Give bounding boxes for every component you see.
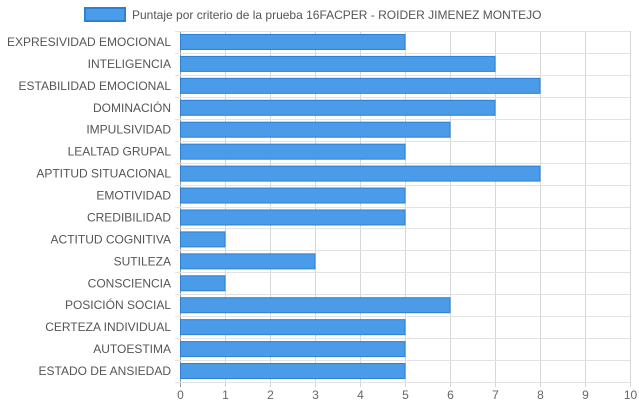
legend-swatch [84, 7, 126, 22]
category-label: DOMINACIÓN [93, 100, 171, 115]
x-tick-label: 2 [267, 388, 274, 402]
legend-label: Puntaje por criterio de la prueba 16FACP… [132, 8, 541, 22]
category-label: EXPRESIVIDAD EMOCIONAL [7, 35, 171, 49]
category-label: POSICIÓN SOCIAL [65, 297, 171, 312]
bar[interactable] [180, 187, 406, 204]
bar[interactable] [180, 165, 541, 182]
x-tick-label: 0 [177, 388, 184, 402]
bar[interactable] [180, 77, 541, 94]
category-label: INTELIGENCIA [88, 57, 171, 71]
category-label: LEALTAD GRUPAL [68, 145, 172, 159]
category-label: APTITUD SITUACIONAL [36, 167, 171, 181]
bar[interactable] [180, 209, 406, 226]
category-label: AUTOESTIMA [93, 342, 171, 356]
bar[interactable] [180, 121, 451, 138]
x-tick-label: 8 [537, 388, 544, 402]
category-label: CERTEZA INDIVIDUAL [45, 320, 171, 334]
bar[interactable] [180, 33, 406, 50]
x-tick-label: 3 [312, 388, 319, 402]
bar[interactable] [180, 363, 406, 380]
bar[interactable] [180, 297, 451, 314]
x-tick-label: 4 [357, 388, 364, 402]
category-label: IMPULSIVIDAD [86, 123, 171, 137]
category-labels: EXPRESIVIDAD EMOCIONAL INTELIGENCIA ESTABI… [7, 35, 171, 378]
x-tick-label: 7 [492, 388, 499, 402]
bar[interactable] [180, 99, 496, 116]
category-label: EMOTIVIDAD [96, 189, 171, 203]
bars [180, 33, 541, 380]
category-label: ESTABILIDAD EMOCIONAL [19, 79, 172, 93]
x-axis-ticks: 0 1 2 3 4 5 6 7 8 9 10 [177, 388, 637, 402]
bar[interactable] [180, 253, 316, 270]
x-tick-label: 10 [624, 388, 638, 402]
bar[interactable] [180, 143, 406, 160]
x-tick-label: 9 [582, 388, 589, 402]
bar[interactable] [180, 319, 406, 336]
x-tick-label: 1 [222, 388, 229, 402]
category-label: ESTADO DE ANSIEDAD [39, 364, 172, 378]
bar[interactable] [180, 275, 226, 292]
category-label: CONSCIENCIA [88, 276, 171, 290]
legend[interactable]: Puntaje por criterio de la prueba 16FACP… [84, 7, 541, 22]
x-tick-label: 6 [447, 388, 454, 402]
bar[interactable] [180, 231, 226, 248]
category-label: SUTILEZA [114, 254, 171, 268]
bar[interactable] [180, 55, 496, 72]
category-label: CREDIBILIDAD [87, 210, 171, 224]
category-label: ACTITUD COGNITIVA [51, 232, 171, 246]
bar[interactable] [180, 341, 406, 358]
x-tick-label: 5 [402, 388, 409, 402]
